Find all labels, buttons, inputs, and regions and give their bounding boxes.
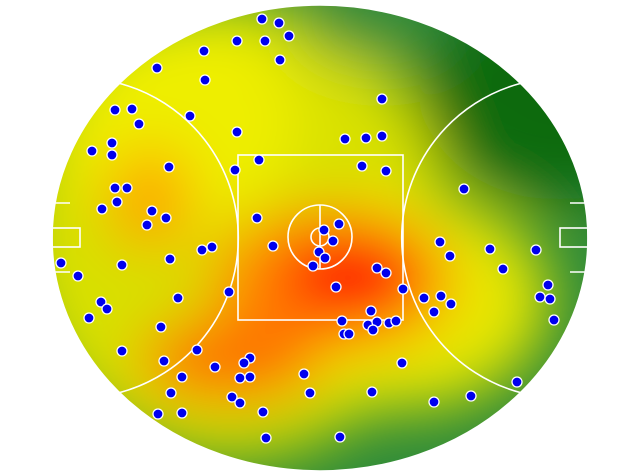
point [304,387,316,399]
point [376,130,388,142]
point [151,62,163,74]
point [434,236,446,248]
point [95,296,107,308]
point [365,305,377,317]
point [333,218,345,230]
point [330,281,342,293]
point [380,165,392,177]
point [534,291,546,303]
point [86,145,98,157]
point [396,357,408,369]
point [223,286,235,298]
point [356,160,368,172]
point [251,212,263,224]
point [72,270,84,282]
point [257,406,269,418]
point [444,250,456,262]
point [116,345,128,357]
point [343,328,355,340]
point [318,224,330,236]
point [334,431,346,443]
point [165,387,177,399]
point [160,212,172,224]
point [234,397,246,409]
point [544,293,556,305]
point [231,35,243,47]
point [172,292,184,304]
point [111,196,123,208]
point [465,390,477,402]
point [260,432,272,444]
point [371,262,383,274]
point [234,372,246,384]
point [428,306,440,318]
point [548,314,560,326]
point [267,240,279,252]
point [380,267,392,279]
point [274,54,286,66]
point [458,183,470,195]
point [101,303,113,315]
point [366,386,378,398]
point [376,93,388,105]
point [336,315,348,327]
point [231,126,243,138]
point [199,74,211,86]
point [253,154,265,166]
point [397,283,409,295]
point [484,243,496,255]
point [198,45,210,57]
point [146,205,158,217]
point [256,13,268,25]
point [226,391,238,403]
point [152,408,164,420]
point [511,376,523,388]
point [83,312,95,324]
point [390,315,402,327]
point [163,161,175,173]
point [307,260,319,272]
point [244,371,256,383]
point [191,344,203,356]
point [283,30,295,42]
point [229,164,241,176]
point [273,17,285,29]
point [435,290,447,302]
point [418,292,430,304]
point [109,182,121,194]
point [116,259,128,271]
point [327,235,339,247]
point [126,103,138,115]
point [360,132,372,144]
point [209,361,221,373]
point [445,298,457,310]
point [428,396,440,408]
point [497,263,509,275]
point [184,110,196,122]
point [176,407,188,419]
point [367,324,379,336]
point [109,104,121,116]
point [155,321,167,333]
point [259,35,271,47]
point [106,149,118,161]
point [158,355,170,367]
point [238,357,250,369]
point [319,252,331,264]
point [298,368,310,380]
point [339,133,351,145]
point [106,137,118,149]
point [542,279,554,291]
point [55,257,67,269]
point [196,244,208,256]
point [530,244,542,256]
point [141,219,153,231]
point [133,118,145,130]
point [176,371,188,383]
point [206,241,218,253]
point [164,253,176,265]
point [96,203,108,215]
point [121,182,133,194]
